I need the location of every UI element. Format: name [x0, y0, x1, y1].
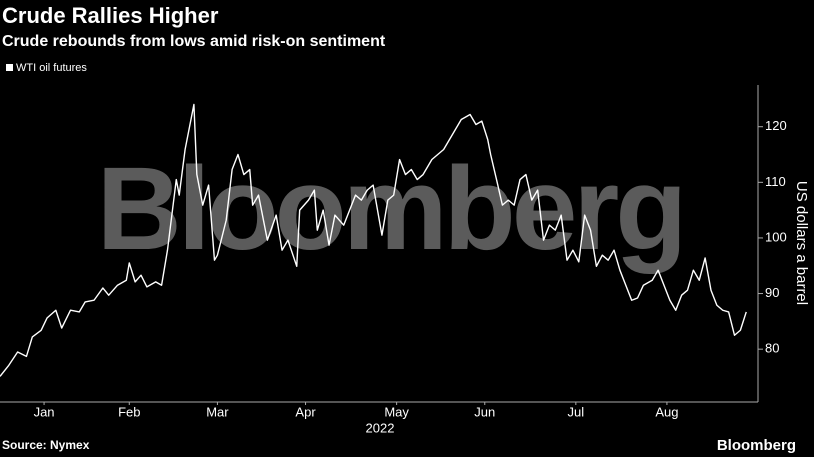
legend-swatch: [6, 64, 13, 71]
x-tick-label: Jun: [474, 404, 495, 419]
y-tick-label: 90: [765, 285, 779, 300]
source: Source: Nymex: [2, 438, 90, 452]
y-tick-label: 100: [765, 229, 787, 244]
y-tick-label: 120: [765, 118, 787, 133]
logo: Bloomberg: [717, 437, 796, 454]
x-tick-label: Jan: [34, 404, 55, 419]
x-axis-title: 2022: [366, 420, 395, 435]
chart-title: Crude Rallies Higher: [2, 3, 219, 28]
watermark: Bloomberg: [97, 143, 684, 275]
y-tick-label: 80: [765, 341, 779, 356]
chart-subtitle: Crude rebounds from lows amid risk-on se…: [2, 33, 386, 50]
x-tick-label: Feb: [118, 404, 140, 419]
x-tick-label: Mar: [206, 404, 229, 419]
x-tick-label: May: [384, 404, 409, 419]
y-axis-title: US dollars a barrel: [793, 181, 810, 305]
y-tick-label: 110: [765, 174, 786, 189]
x-tick-label: Aug: [655, 404, 678, 419]
legend-label: WTI oil futures: [16, 62, 87, 74]
line-series: [0, 103, 747, 377]
x-tick-label: Apr: [295, 404, 316, 419]
x-tick-label: Jul: [568, 404, 585, 419]
